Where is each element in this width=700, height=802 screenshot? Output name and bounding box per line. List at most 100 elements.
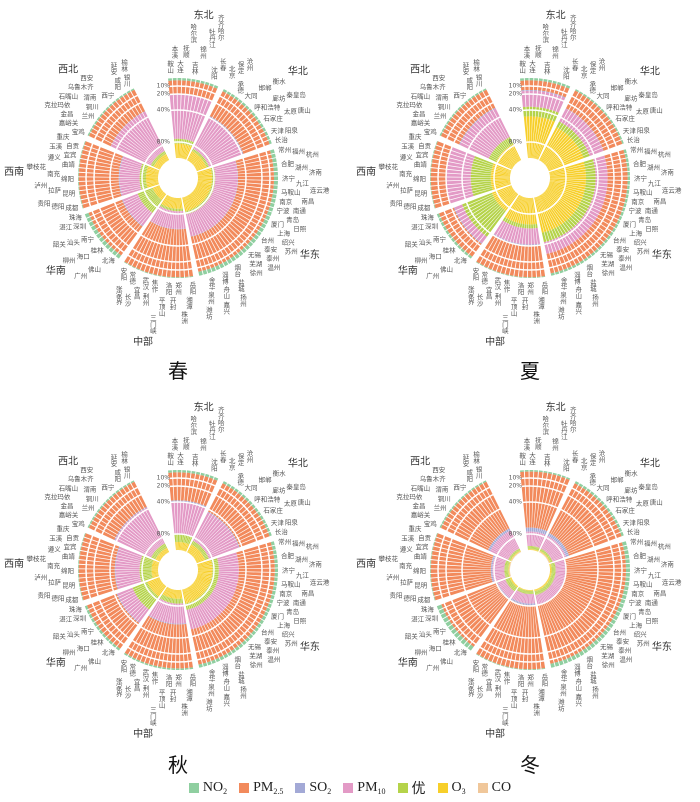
bar-segment-O3 — [194, 160, 204, 167]
bar-segment-PM10 — [529, 90, 533, 107]
bar-segment-NO2 — [611, 515, 616, 520]
bar-segment-NO2 — [91, 124, 96, 129]
bar-segment-SO2 — [230, 531, 233, 535]
region-label: 中部 — [485, 335, 505, 348]
bar-segment-NO2 — [253, 234, 259, 240]
bar-segment-NO2 — [620, 211, 624, 216]
bar-segment-NO2 — [555, 271, 560, 275]
bar-segment-PM10 — [196, 121, 220, 152]
bar-segment-优 — [155, 157, 159, 161]
bar-segment-SO2 — [119, 599, 122, 602]
bar-segment-NO2 — [483, 658, 488, 661]
bar-segment-NO2 — [625, 194, 629, 199]
bar-segment-PM10 — [522, 228, 527, 245]
bar-segment-优 — [202, 158, 206, 162]
city-label: 金昌 — [413, 109, 426, 118]
bar-segment-NO2 — [541, 668, 546, 670]
bar-segment-PM10 — [513, 226, 520, 243]
bar-segment-NO2 — [430, 555, 432, 560]
bar-segment-优 — [544, 231, 550, 242]
city-label: 桂林 — [443, 638, 457, 647]
bar-segment-O3 — [183, 144, 189, 160]
bar-segment-NO2 — [234, 646, 240, 651]
bar-segment-O3 — [543, 553, 545, 555]
city-label: 广州 — [74, 271, 87, 280]
bar-segment-SO2 — [206, 229, 209, 231]
bar-segment-PM2.5 — [561, 585, 617, 615]
bar-segment-PM10 — [200, 522, 225, 548]
bar-segment-O3 — [183, 543, 187, 552]
bar-segment-O3 — [151, 569, 159, 571]
legend-item: SO2 — [295, 780, 331, 796]
city-label: 日照 — [293, 617, 307, 625]
bar-segment-O3 — [146, 176, 159, 178]
city-label: 汕头 — [67, 630, 81, 639]
bar-segment-SO2 — [115, 578, 117, 581]
bar-segment-SO2 — [476, 238, 480, 242]
bar-segment-SO2 — [122, 524, 125, 527]
bar-segment-SO2 — [460, 138, 463, 142]
bar-segment-PM10 — [177, 502, 181, 535]
bar-segment-NO2 — [527, 277, 532, 279]
bar-segment-PM10 — [555, 571, 566, 574]
bar-segment-NO2 — [222, 89, 228, 93]
region-label: 华东 — [300, 248, 320, 261]
city-label: 宝鸡 — [72, 127, 86, 136]
bar-segment-NO2 — [430, 573, 432, 578]
bar-segment-PM10 — [552, 582, 562, 588]
bar-segment-PM10 — [463, 219, 473, 227]
bar-segment-NO2 — [621, 207, 626, 212]
city-label: 广州 — [426, 663, 439, 672]
bar-segment-NO2 — [79, 195, 82, 200]
city-label: 盐城 — [588, 277, 596, 293]
bar-segment-O3 — [165, 153, 170, 161]
bar-segment-优 — [535, 107, 540, 117]
bar-segment-O3 — [546, 189, 577, 211]
bar-segment-SO2 — [506, 529, 509, 533]
bar-segment-SO2 — [498, 236, 502, 239]
bar-segment-SO2 — [547, 533, 551, 537]
bar-segment-NO2 — [256, 623, 262, 629]
bar-segment-O3 — [189, 153, 197, 163]
bar-segment-SO2 — [124, 522, 128, 525]
bar-segment-NO2 — [541, 276, 546, 278]
bar-segment-优 — [139, 190, 155, 199]
bar-segment-SO2 — [557, 541, 562, 545]
bar-segment-PM2.5 — [208, 483, 226, 513]
bar-segment-NO2 — [442, 616, 450, 623]
bar-segment-O3 — [548, 184, 583, 200]
bar-segment-NO2 — [87, 524, 91, 529]
city-label: 武汉 — [141, 275, 149, 291]
bar-segment-优 — [470, 177, 491, 180]
bar-segment-PM10 — [584, 138, 599, 148]
bar-segment-PM2.5 — [565, 576, 625, 590]
bar-segment-SO2 — [115, 575, 117, 578]
bar-segment-PM10 — [537, 533, 544, 548]
bar-segment-优 — [165, 596, 169, 602]
bar-segment-PM2.5 — [124, 221, 152, 264]
city-label: 扬州 — [591, 684, 599, 699]
bar-segment-PM10 — [536, 594, 541, 605]
bar-segment-PM2.5 — [581, 103, 597, 121]
bar-segment-PM2.5 — [83, 537, 119, 552]
bar-segment-PM10 — [555, 574, 565, 578]
bar-segment-O3 — [546, 188, 579, 209]
bar-segment-NO2 — [524, 78, 529, 81]
bar-segment-O3 — [146, 174, 159, 177]
bar-segment-PM10 — [555, 566, 566, 569]
bar-segment-O3 — [536, 588, 539, 591]
bar-segment-O3 — [545, 140, 575, 166]
city-label: 湘潭 — [184, 687, 192, 703]
bar-segment-PM10 — [554, 576, 565, 581]
city-label: 廊坊 — [624, 93, 638, 102]
bar-segment-PM2.5 — [479, 91, 493, 111]
bar-segment-NO2 — [548, 79, 553, 83]
bar-segment-优 — [160, 545, 165, 550]
bar-segment-PM10 — [184, 503, 194, 535]
city-label: 平顶山 — [157, 297, 165, 318]
bar-segment-SO2 — [465, 227, 469, 231]
bar-segment-PM2.5 — [605, 191, 627, 198]
bar-segment-O3 — [509, 563, 511, 565]
bar-segment-SO2 — [525, 527, 528, 532]
bar-segment-SO2 — [553, 537, 557, 541]
